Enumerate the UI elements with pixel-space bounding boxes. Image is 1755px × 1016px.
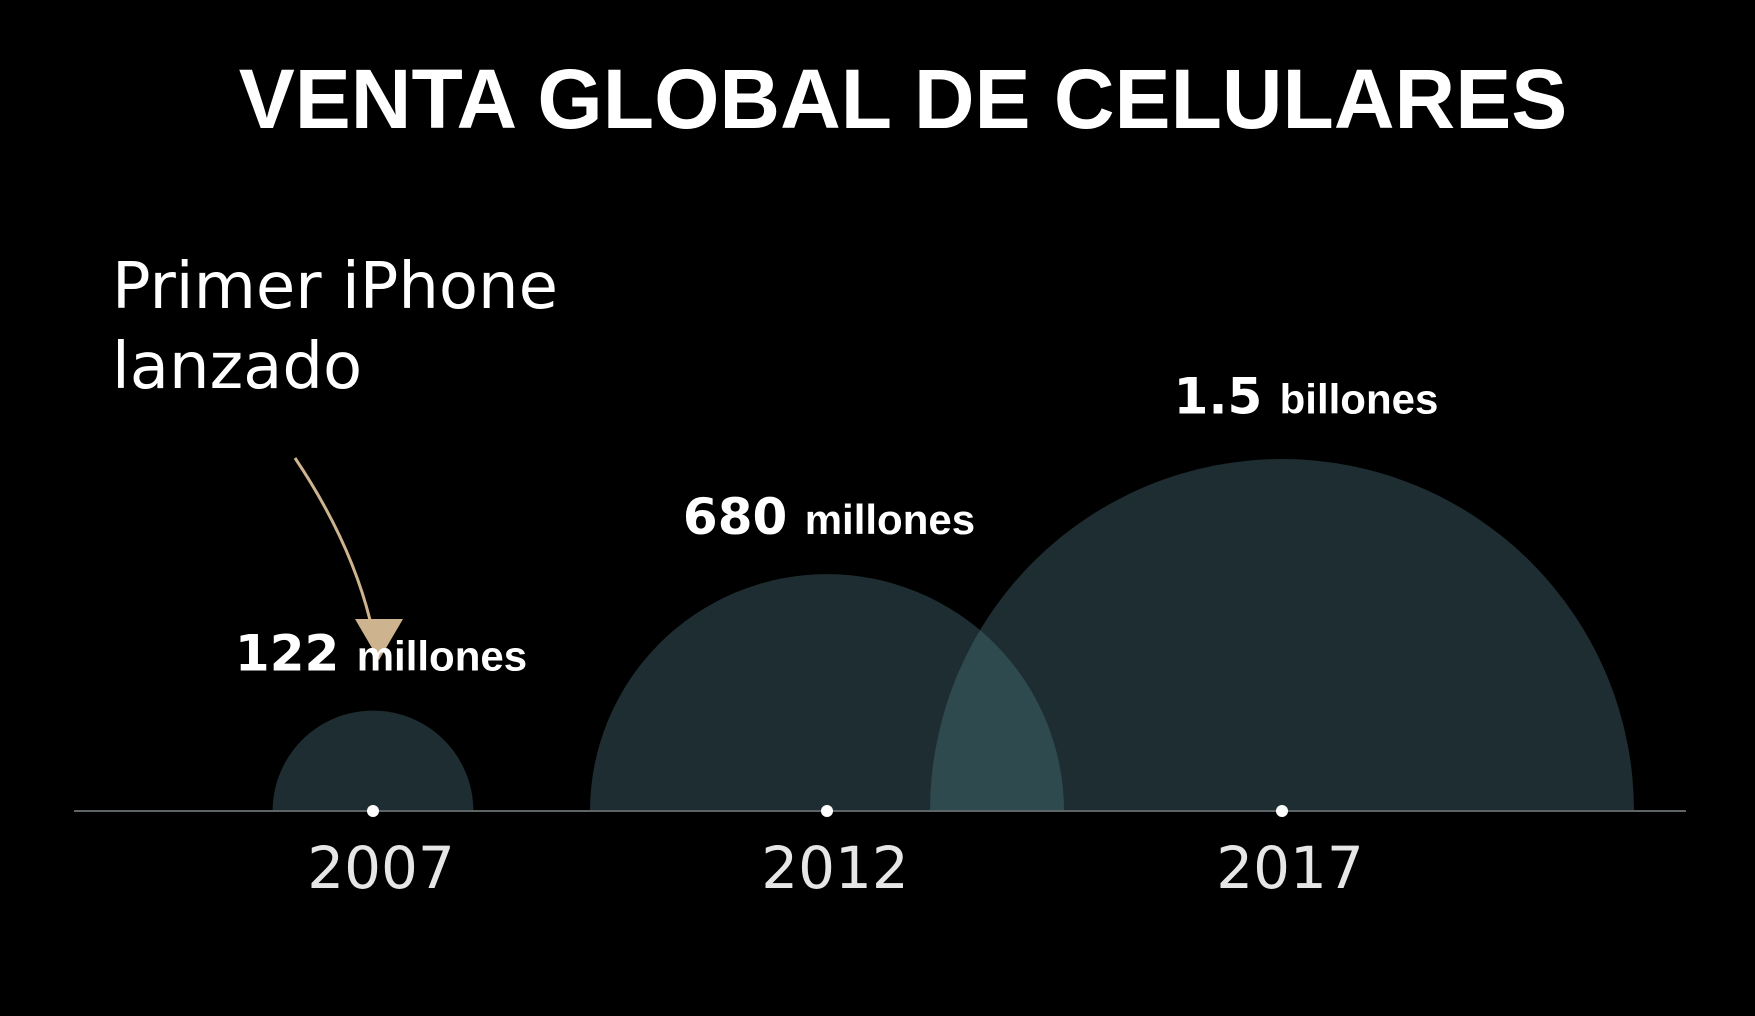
bubble-2017	[930, 459, 1634, 811]
annotation-line-1: Primer iPhone	[112, 250, 558, 324]
annotation: Primer iPhone lanzado	[112, 250, 558, 404]
value-label-2012: 680 millones	[683, 488, 975, 546]
point-2007	[367, 805, 379, 817]
point-2017	[1276, 805, 1288, 817]
value-label-unit: millones	[805, 496, 975, 543]
chart-title: VENTA GLOBAL DE CELULARES	[239, 52, 1568, 146]
value-label-2007: 122 millones	[235, 625, 527, 683]
bubble-2007	[272, 710, 474, 811]
point-2012	[821, 805, 833, 817]
x-tick-label-2007: 2007	[307, 834, 455, 902]
points-layer	[367, 805, 1288, 817]
ticks-layer: 2007 2012 2017	[307, 834, 1364, 902]
annotation-arrowhead	[355, 619, 403, 660]
arrow-layer	[293, 457, 403, 660]
value-label-number: 680	[683, 488, 805, 546]
annotation-arrow-line	[293, 457, 372, 621]
value-label-2017: 1.5 billones	[1174, 367, 1439, 425]
x-tick-label-2017: 2017	[1216, 834, 1364, 902]
value-label-number: 1.5	[1174, 367, 1280, 425]
x-tick-label-2012: 2012	[761, 834, 909, 902]
annotation-line-2: lanzado	[112, 330, 362, 404]
value-label-unit: millones	[357, 633, 527, 680]
value-label-number: 122	[235, 625, 357, 683]
value-label-unit: billones	[1280, 375, 1439, 422]
